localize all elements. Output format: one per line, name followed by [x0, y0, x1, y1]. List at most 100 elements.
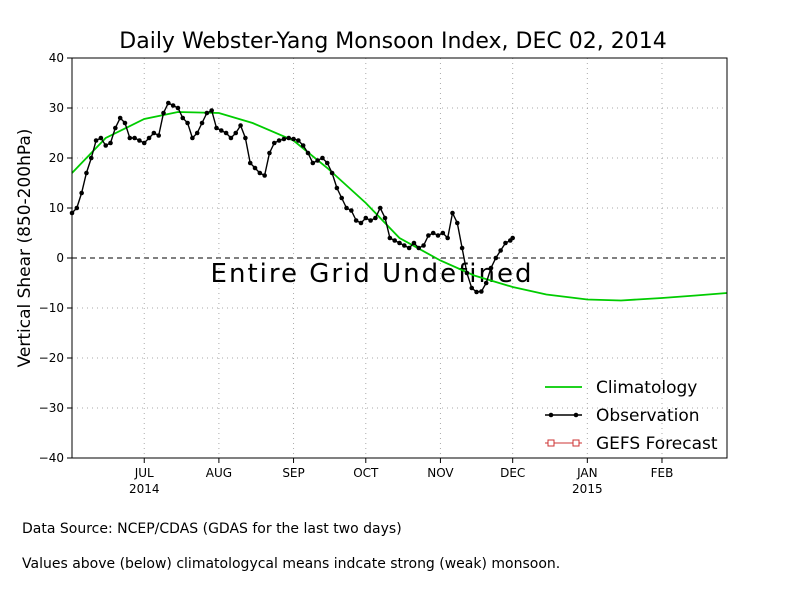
observation-point: [204, 110, 210, 116]
observation-point: [247, 160, 253, 166]
observation-point: [474, 289, 479, 295]
observation-point: [209, 108, 214, 113]
observation-point: [98, 135, 104, 141]
legend-marker: [573, 412, 579, 418]
observation-point: [479, 289, 484, 294]
observation-point: [464, 270, 470, 276]
observation-point: [363, 215, 369, 221]
chart-title: Daily Webster-Yang Monsoon Index, DEC 02…: [119, 29, 666, 54]
observation-point: [454, 220, 460, 226]
y-tick-label: 0: [56, 251, 64, 265]
grid-lines: [72, 58, 727, 458]
observation-point: [122, 120, 128, 126]
observation-point: [166, 100, 171, 106]
observation-point: [450, 210, 455, 216]
legend: Climatology Observation GEFS Forecast: [545, 378, 718, 454]
observation-point: [349, 208, 354, 213]
legend-marker: [548, 412, 554, 418]
y-tick-label: −40: [39, 451, 64, 465]
series-group: [69, 100, 728, 302]
observation-point: [488, 265, 494, 271]
x-tick-label: JAN: [576, 466, 598, 480]
observation-point: [483, 280, 489, 286]
observation-point: [84, 170, 89, 176]
observation-point: [257, 170, 263, 176]
observation-point: [324, 160, 330, 166]
observation-point: [320, 155, 325, 161]
observation-point: [510, 235, 515, 241]
observation-point: [373, 215, 378, 221]
x-axis: JUL 2014 AUG SEP OCT NOV DEC JAN 2015 FEB: [129, 458, 673, 496]
observation-point: [310, 160, 316, 166]
y-tick-label: 20: [49, 151, 64, 165]
legend-label-climatology: Climatology: [596, 378, 697, 398]
x-tick-year-label: 2015: [572, 482, 603, 496]
observation-point: [397, 240, 402, 246]
observation-point: [406, 245, 412, 251]
x-tick-label: NOV: [427, 466, 454, 480]
observation-point: [430, 230, 436, 236]
observation-point: [334, 185, 340, 191]
observation-point: [281, 136, 287, 142]
observation-point: [353, 218, 359, 223]
observation-point: [219, 128, 224, 133]
y-tick-label: 10: [49, 201, 64, 215]
legend-marker: [572, 439, 580, 447]
observation-point: [141, 140, 147, 146]
observation-point: [137, 138, 142, 143]
observation-point: [132, 135, 137, 141]
observation-point: [146, 135, 152, 141]
y-tick-label: 30: [49, 101, 64, 115]
observation-point: [276, 138, 282, 143]
observation-point: [445, 235, 450, 241]
observation-point: [243, 135, 248, 141]
y-axis: 40 30 20 10 0 −10 −20 −30 −40: [39, 51, 72, 465]
legend-label-observation: Observation: [596, 406, 700, 426]
observation-point: [156, 133, 161, 138]
y-tick-label: −10: [39, 301, 64, 315]
observation-point: [300, 143, 306, 148]
observation-point: [93, 138, 99, 143]
y-tick-label: −20: [39, 351, 64, 365]
observation-point: [440, 230, 446, 236]
observation-point: [435, 233, 441, 238]
observation-point: [305, 150, 311, 156]
observation-point: [127, 135, 133, 141]
x-tick-label: OCT: [353, 466, 379, 480]
observation-point: [199, 120, 205, 126]
observation-point: [387, 235, 393, 241]
observation-point: [228, 135, 234, 141]
legend-marker: [547, 439, 555, 447]
observation-point: [233, 130, 239, 136]
observation-point: [252, 165, 258, 171]
observation-point: [315, 158, 320, 163]
observation-point: [421, 243, 426, 248]
y-tick-label: −30: [39, 401, 64, 415]
observation-point: [459, 245, 465, 251]
x-tick-label: JUL: [134, 466, 154, 480]
observation-point: [262, 173, 267, 178]
observation-point: [113, 125, 118, 131]
observation-point: [339, 195, 345, 201]
legend-label-gefs-forecast: GEFS Forecast: [596, 434, 718, 454]
observation-point: [426, 233, 431, 238]
observation-point: [291, 136, 296, 142]
y-axis-label: Vertical Shear (850-200hPa): [15, 129, 35, 368]
observation-point: [214, 125, 219, 131]
observation-point: [271, 140, 277, 146]
observation-point: [411, 240, 417, 246]
observation-point: [175, 105, 181, 111]
x-tick-label: AUG: [206, 466, 232, 480]
data-source-note: Data Source: NCEP/CDAS (GDAS for the las…: [22, 521, 402, 537]
observation-point: [469, 285, 475, 291]
observation-point: [223, 130, 229, 136]
observation-point: [344, 205, 349, 211]
observation-point: [108, 140, 113, 146]
observation-point: [180, 115, 186, 121]
observation-point: [161, 110, 166, 116]
observation-point: [402, 243, 407, 248]
observation-point: [88, 155, 94, 161]
grid-undefined-annotation: Entire Grid Undefined: [211, 259, 534, 289]
observation-point: [74, 205, 80, 211]
x-tick-year-label: 2014: [129, 482, 160, 496]
